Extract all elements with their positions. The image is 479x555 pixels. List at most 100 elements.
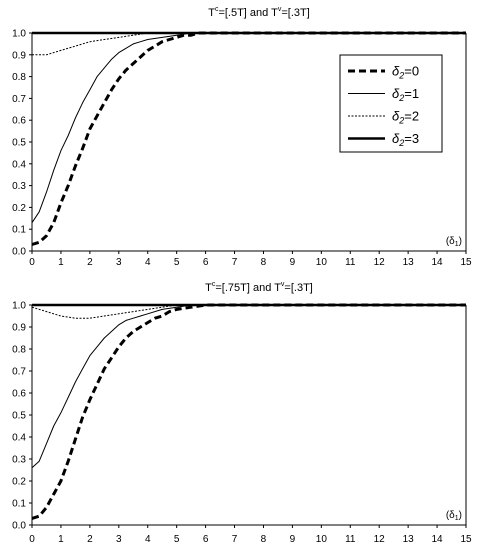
y-tick-label: 0.3 xyxy=(12,455,26,466)
legend-label-sub: 2 xyxy=(398,93,404,103)
x-axis-label: (δ1) xyxy=(446,236,462,248)
y-tick-label: 0.7 xyxy=(12,94,26,105)
chart-panel-1: Tc=[.5T] and Tv=[.3T] 0.0 0.1 0.2 0.3 0.4 0.5 0… xyxy=(12,6,472,268)
y-tick-label: 0.1 xyxy=(12,225,26,236)
x-tick-label: 9 xyxy=(290,257,296,268)
y-tick-label: 0.9 xyxy=(12,323,26,334)
y-tick-label: 0.7 xyxy=(12,367,26,378)
chart-title-sup: c xyxy=(212,281,216,288)
y-tick-label: 0.8 xyxy=(12,72,26,83)
series-line-1 xyxy=(31,304,466,469)
legend-label-value: =1 xyxy=(404,86,419,101)
x-axis-label-part: ) xyxy=(459,510,462,521)
x-tick-label: 13 xyxy=(403,534,415,545)
x-tick-label: 15 xyxy=(460,534,472,545)
x-tick-label: 5 xyxy=(174,534,180,545)
y-tick-label: 0.8 xyxy=(12,345,26,356)
x-axis-label-part: ) xyxy=(459,236,462,247)
y-tick-label: 0.3 xyxy=(12,181,26,192)
series-line-1 xyxy=(31,32,466,223)
chart-title-part: =[.75T] and T xyxy=(215,282,281,294)
chart-title-sup: v xyxy=(281,281,285,288)
x-tick-label: 10 xyxy=(316,257,328,268)
chart-title-part: T xyxy=(205,282,212,294)
legend-label: δ2=1 xyxy=(392,86,419,103)
legend-box xyxy=(339,54,443,153)
x-tick-label: 11 xyxy=(345,257,356,268)
x-tick-label: 2 xyxy=(87,257,93,268)
y-tick-label: 0.1 xyxy=(12,499,26,510)
legend-label-value: =3 xyxy=(404,131,419,146)
legend-label: δ2=0 xyxy=(392,64,419,81)
x-tick-label: 15 xyxy=(460,257,472,268)
x-tick-label: 7 xyxy=(232,534,238,545)
legend-label: δ2=2 xyxy=(392,109,419,126)
x-tick-label: 9 xyxy=(290,534,296,545)
series-line-2 xyxy=(31,304,466,319)
x-axis-label: (δ1) xyxy=(446,510,462,522)
chart-title-part: T xyxy=(208,7,215,19)
legend-label: δ2=3 xyxy=(392,131,419,148)
x-tick-label: 11 xyxy=(345,534,356,545)
chart-panel-2: Tc=[.75T] and Tv=[.3T] 0.0 0.1 0.2 0.3 0.4 0.5… xyxy=(12,281,472,545)
legend-label-sub: 2 xyxy=(398,71,404,81)
x-tick-label: 2 xyxy=(87,534,93,545)
y-tick-label: 0.4 xyxy=(12,159,26,170)
x-tick-label: 4 xyxy=(145,534,151,545)
x-tick-label: 13 xyxy=(403,257,415,268)
legend: δ2=0δ2=1δ2=2δ2=3 xyxy=(339,54,443,153)
x-tick-label: 3 xyxy=(116,534,122,545)
x-tick-label: 8 xyxy=(261,257,267,268)
x-axis-label-sub: 1 xyxy=(455,241,459,248)
x-tick-label: 12 xyxy=(374,257,386,268)
x-tick-label: 0 xyxy=(29,257,35,268)
legend-label-value: =2 xyxy=(404,109,419,124)
y-tick-label: 1.0 xyxy=(12,301,26,312)
legend-label-value: =0 xyxy=(404,64,419,79)
y-tick-label: 0.2 xyxy=(12,477,26,488)
legend-label-sub: 2 xyxy=(398,138,404,148)
y-tick-label: 0.0 xyxy=(12,247,26,258)
x-tick-label: 14 xyxy=(432,534,444,545)
chart-title-sup: c xyxy=(215,6,219,13)
y-tick-label: 0.6 xyxy=(12,116,26,127)
x-axis-label-part: (δ xyxy=(446,236,455,247)
legend-label-symbol: δ xyxy=(392,64,400,79)
y-tick-label: 0.6 xyxy=(12,389,26,400)
y-tick-label: 0.9 xyxy=(12,50,26,61)
y-tick-label: 0.4 xyxy=(12,433,26,444)
series-line-2 xyxy=(32,32,466,56)
legend-label-symbol: δ xyxy=(392,131,400,146)
chart-title-part: =[.3T] xyxy=(284,282,312,294)
chart-title-part: =[.5T] and T xyxy=(218,7,278,19)
x-tick-label: 12 xyxy=(374,534,386,545)
x-tick-label: 14 xyxy=(432,257,444,268)
x-tick-label: 10 xyxy=(316,534,328,545)
x-tick-label: 3 xyxy=(116,257,122,268)
x-tick-label: 8 xyxy=(261,534,267,545)
x-tick-label: 4 xyxy=(145,257,151,268)
y-tick-label: 1.0 xyxy=(12,29,26,40)
y-tick-label: 0.2 xyxy=(12,203,26,214)
y-tick-label: 0.5 xyxy=(12,138,26,149)
chart-title: Tc=[.75T] and Tv=[.3T] xyxy=(205,281,313,294)
x-tick-label: 1 xyxy=(58,534,64,545)
legend-label-symbol: δ xyxy=(392,109,400,124)
chart-title: Tc=[.5T] and Tv=[.3T] xyxy=(208,6,310,19)
legend-label-symbol: δ xyxy=(392,86,400,101)
x-tick-label: 5 xyxy=(174,257,180,268)
x-axis-label-sub: 1 xyxy=(455,515,459,522)
y-tick-label: 0.0 xyxy=(12,521,26,532)
x-tick-label: 0 xyxy=(29,534,35,545)
legend-label-sub: 2 xyxy=(398,116,404,126)
chart-title-sup: v xyxy=(278,6,282,13)
x-tick-label: 7 xyxy=(232,257,238,268)
series-line-0 xyxy=(31,303,466,520)
x-axis-label-part: (δ xyxy=(446,510,455,521)
chart-title-part: =[.3T] xyxy=(281,7,309,19)
y-tick-label: 0.5 xyxy=(12,411,26,422)
x-tick-label: 6 xyxy=(203,534,209,545)
x-tick-label: 6 xyxy=(203,257,209,268)
